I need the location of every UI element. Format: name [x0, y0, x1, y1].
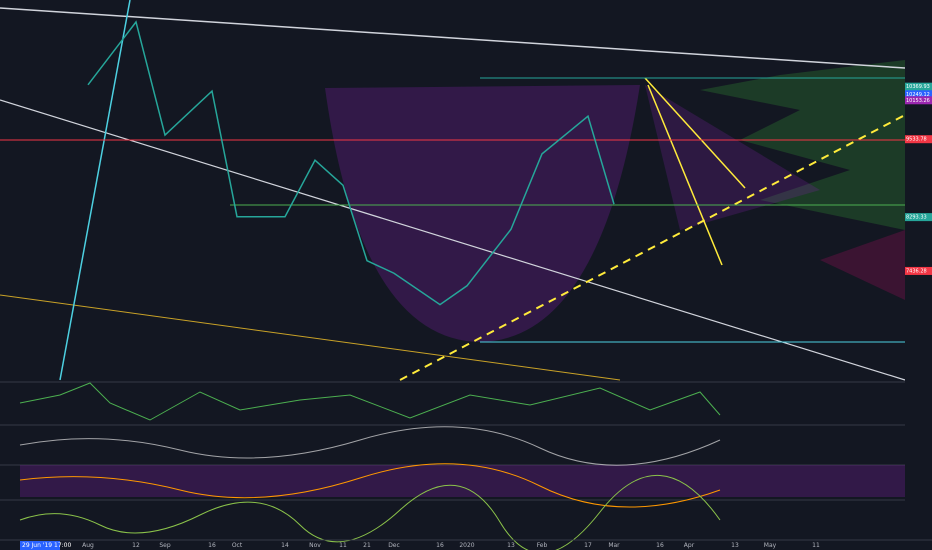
price-label: 10249.12: [906, 92, 930, 98]
x-tick-label: 16: [656, 542, 664, 549]
x-tick-label: 17: [584, 542, 592, 549]
x-tick-label: Sep: [159, 542, 171, 549]
x-tick-label: Apr: [684, 542, 695, 549]
crosshair-box: [20, 541, 60, 550]
trendline: [59, 0, 131, 381]
price-label: 10153.26: [906, 98, 930, 104]
trendline: [644, 77, 746, 189]
x-tick-label: 21: [363, 542, 371, 549]
x-tick-label: Feb: [537, 542, 548, 549]
x-tick-label: Dec: [388, 542, 400, 549]
price-label-box: [905, 96, 932, 105]
x-tick-label: 13: [731, 542, 739, 549]
price-label: 9533.78: [906, 137, 927, 143]
price-label: 7436.28: [906, 268, 927, 274]
indicator-panes: [0, 381, 932, 550]
x-tick-label: Nov: [309, 542, 321, 549]
price-axis: [905, 0, 932, 550]
x-tick-label: 16: [208, 542, 216, 549]
handle-pattern: [645, 85, 820, 230]
x-tick-label: Mar: [608, 542, 620, 549]
price-label-box: [905, 82, 932, 91]
price-line: [87, 20, 615, 306]
price-label-box: [905, 266, 932, 275]
x-tick-label: 12: [132, 542, 140, 549]
x-tick-label: May: [764, 542, 777, 549]
price-label-box: [905, 90, 932, 99]
x-tick-label: 2020: [459, 542, 474, 549]
x-tick-label: 16: [436, 542, 444, 549]
trendline: [399, 114, 906, 381]
price-label: 8293.33: [906, 215, 927, 221]
crosshair-label: 29 Jun '19 17:00: [22, 542, 71, 549]
price-label: 10369.93: [906, 84, 930, 90]
trendline: [0, 99, 906, 381]
x-tick-label: Oct: [232, 542, 243, 549]
x-tick-label: Aug: [82, 542, 94, 549]
trendline: [0, 7, 906, 69]
x-tick-label: 11: [812, 542, 820, 549]
price-label-box: [905, 135, 932, 144]
x-tick-label: 11: [339, 542, 347, 549]
volume-profile: [700, 60, 905, 230]
volume-profile: [820, 230, 905, 300]
cup-pattern: [325, 85, 640, 342]
trendline: [0, 294, 621, 381]
x-tick-label: 13: [507, 542, 515, 549]
x-tick-label: 14: [281, 542, 289, 549]
price-label-box: [905, 213, 932, 222]
trendline: [647, 84, 723, 266]
